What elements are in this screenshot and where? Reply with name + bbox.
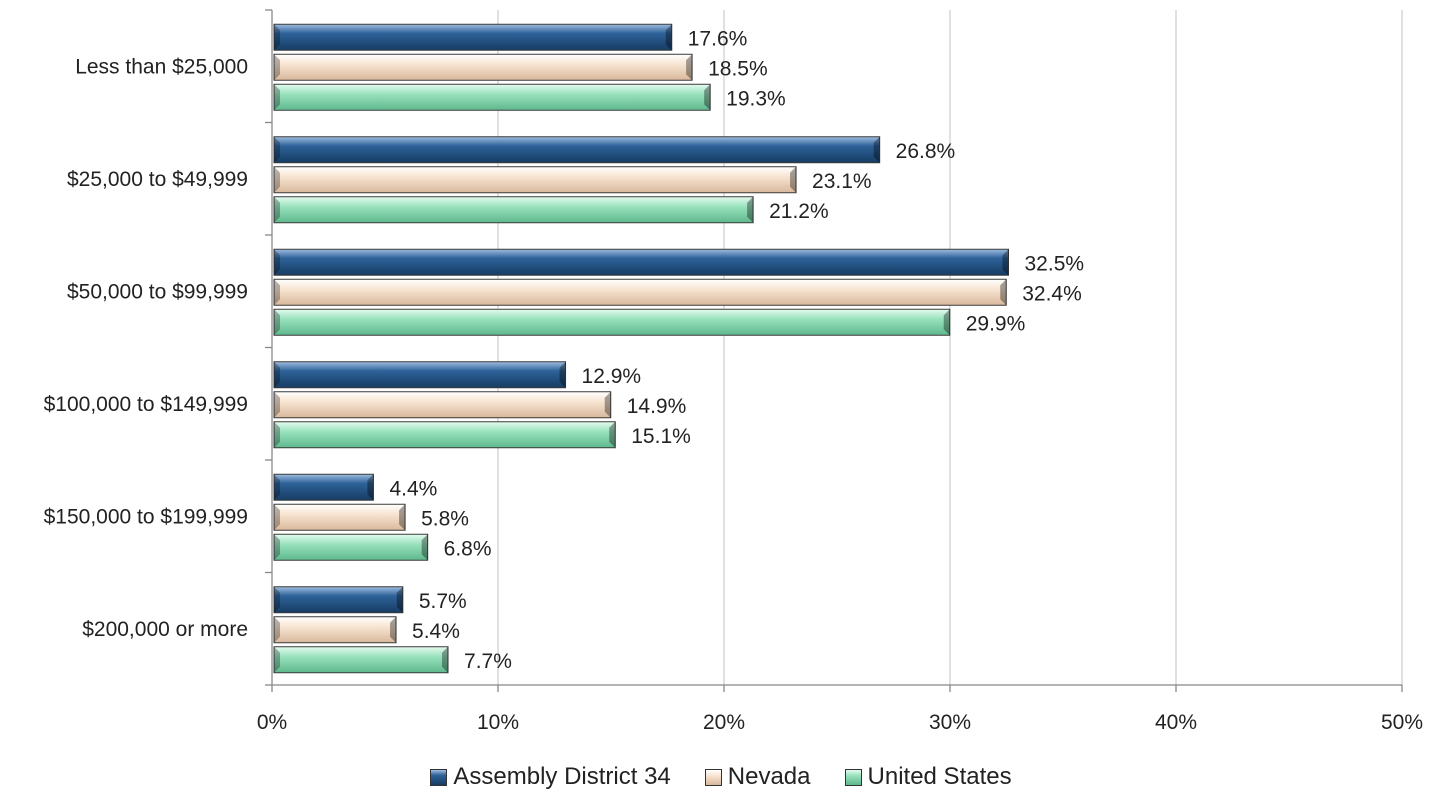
bar-bevel-left xyxy=(274,84,280,111)
category-label: $200,000 or more xyxy=(82,618,248,641)
bar xyxy=(273,361,567,389)
bar-bevel-left xyxy=(274,421,280,448)
bar xyxy=(273,391,612,419)
bar-bevel-right xyxy=(873,136,880,163)
legend-item: Assembly District 34 xyxy=(430,763,671,791)
bar-bevel-right xyxy=(390,616,397,643)
data-label: 23.1% xyxy=(812,170,872,193)
bar-bevel-right xyxy=(704,84,711,111)
category-label: $50,000 to $99,999 xyxy=(67,280,248,303)
bar xyxy=(273,503,406,531)
bar-bevel-right xyxy=(604,391,611,418)
bar-bevel-right xyxy=(1000,279,1007,306)
bar xyxy=(273,136,881,164)
bar-bevel-right xyxy=(609,421,616,448)
bar-bevel-right xyxy=(399,504,406,531)
x-tick-label: 0% xyxy=(257,711,287,734)
bar-bevel-right xyxy=(665,24,672,51)
data-label: 4.4% xyxy=(389,477,437,500)
data-label: 29.9% xyxy=(966,312,1026,335)
legend-item: United States xyxy=(844,763,1012,791)
x-tick-label: 40% xyxy=(1155,711,1197,734)
x-tick-label: 50% xyxy=(1381,711,1423,734)
data-label: 6.8% xyxy=(444,537,492,560)
bar-bevel-right xyxy=(396,586,403,613)
bar-bevel-right xyxy=(442,646,449,673)
bar-bevel-right xyxy=(367,474,374,501)
legend-swatch xyxy=(704,768,722,786)
bar xyxy=(273,308,951,336)
bar-bevel-left xyxy=(274,616,280,643)
x-tick-label: 20% xyxy=(703,711,745,734)
gridlines xyxy=(497,10,1403,685)
data-label: 19.3% xyxy=(726,87,786,110)
bar-bevel-right xyxy=(790,166,797,193)
bar xyxy=(273,278,1007,306)
bar xyxy=(273,83,711,111)
bar xyxy=(273,23,673,51)
data-label: 32.4% xyxy=(1022,282,1082,305)
bar-bevel-left xyxy=(274,309,280,336)
data-label: 21.2% xyxy=(769,200,829,223)
data-label: 17.6% xyxy=(688,27,748,50)
bar-bevel-left xyxy=(274,166,280,193)
bar-bevel-left xyxy=(274,361,280,388)
axes xyxy=(265,9,1403,692)
data-label: 12.9% xyxy=(582,365,642,388)
bar xyxy=(273,616,397,644)
data-label: 7.7% xyxy=(464,650,512,673)
bar-bevel-left xyxy=(274,24,280,51)
bar-bevel-left xyxy=(274,136,280,163)
category-label: $25,000 to $49,999 xyxy=(67,168,248,191)
bar-bevel-left xyxy=(274,279,280,306)
bar-bevel-left xyxy=(274,391,280,418)
bar-bevel-left xyxy=(274,646,280,673)
bar-bevel-right xyxy=(747,196,754,223)
bar-bevel-left xyxy=(274,249,280,276)
data-label: 14.9% xyxy=(627,395,687,418)
bar-bevel-left xyxy=(274,474,280,501)
x-tick-label: 10% xyxy=(477,711,519,734)
category-label: Less than $25,000 xyxy=(75,55,248,78)
bar xyxy=(273,473,374,501)
data-label: 32.5% xyxy=(1025,252,1085,275)
data-label: 26.8% xyxy=(896,140,956,163)
bar-bevel-right xyxy=(686,54,693,81)
category-label: $150,000 to $199,999 xyxy=(44,505,248,528)
legend-label: United States xyxy=(867,763,1012,790)
legend-swatch xyxy=(844,768,862,786)
legend-label: Assembly District 34 xyxy=(453,763,671,790)
bar-bevel-left xyxy=(274,54,280,81)
bar-bevel-right xyxy=(943,309,950,336)
bar-bevel-right xyxy=(421,534,428,561)
bar xyxy=(273,196,754,224)
data-label: 5.8% xyxy=(421,507,469,530)
x-tick-label: 30% xyxy=(929,711,971,734)
bar xyxy=(273,248,1009,276)
bar xyxy=(273,166,797,194)
bar-bevel-right xyxy=(1002,249,1009,276)
bars xyxy=(273,23,1009,674)
bar xyxy=(273,53,693,81)
bar-bevel-right xyxy=(559,361,566,388)
bar-bevel-left xyxy=(274,504,280,531)
bar xyxy=(273,586,404,614)
data-label: 18.5% xyxy=(708,57,768,80)
legend: Assembly District 34 Nevada United States xyxy=(0,762,1442,792)
legend-swatch xyxy=(430,768,448,786)
bar xyxy=(273,421,616,449)
bar xyxy=(273,533,429,561)
bar-bevel-left xyxy=(274,534,280,561)
bar-bevel-left xyxy=(274,586,280,613)
bar xyxy=(273,646,449,674)
labels: 0% 10% 20% 30% 40% 50% Less than $25,000 17.6% 1… xyxy=(44,27,1423,734)
data-label: 5.4% xyxy=(412,620,460,643)
income-bar-chart: 0% 10% 20% 30% 40% 50% Less than $25,000 17.6% 1… xyxy=(44,9,1423,734)
data-label: 5.7% xyxy=(419,590,467,613)
legend-item: Nevada xyxy=(704,763,811,791)
bar-bevel-left xyxy=(274,196,280,223)
category-label: $100,000 to $149,999 xyxy=(44,393,248,416)
legend-label: Nevada xyxy=(727,763,811,790)
data-label: 15.1% xyxy=(631,425,691,448)
